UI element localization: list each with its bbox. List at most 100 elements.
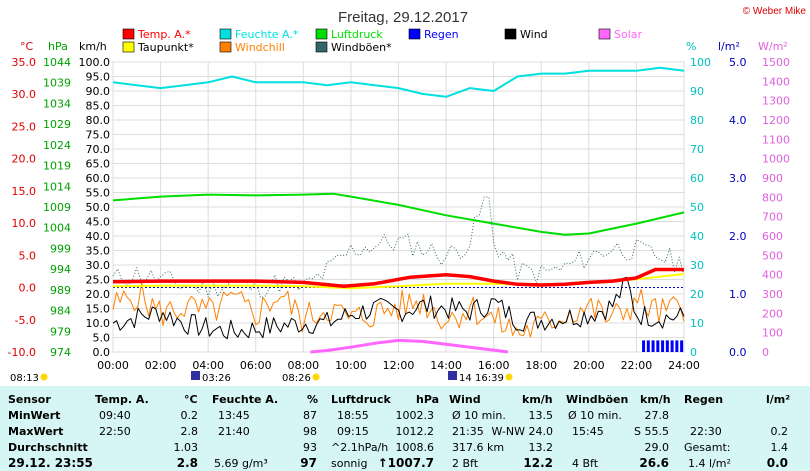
rain-bar-5 <box>665 340 669 352</box>
series-line-wind <box>112 276 685 340</box>
legend-label-5: Solar <box>614 28 643 41</box>
row-current-rain-desc: 1.4 l/m² <box>688 457 731 470</box>
legend-label-7: Windchill <box>235 41 285 54</box>
temp-axis-tick-9: -10.0 <box>8 346 36 359</box>
caption-temp: °C <box>20 40 34 53</box>
weather-chart: Freitag, 29.12.2017 © Weber Mike Temp. A… <box>8 6 807 384</box>
row-min-label: MinWert <box>8 409 61 422</box>
solar-noon-time: 08:26 <box>282 373 311 384</box>
row-max-gust-time: 15:45 <box>572 425 604 438</box>
hum-axis-tick-7: 30 <box>690 259 704 272</box>
press-axis-tick-11: 989 <box>50 284 71 297</box>
row-max-temp-time: 22:50 <box>99 425 131 438</box>
hum-axis-tick-2: 80 <box>690 114 704 127</box>
wind-axis-tick-16: 20.0 <box>86 288 111 301</box>
moon-misc-text: 14 <box>459 373 472 384</box>
temp-axis-tick-3: 20.0 <box>12 153 37 166</box>
row-current-hum: 97 <box>300 456 317 470</box>
x-tick-5: 10:00 <box>335 359 367 372</box>
wind-axis-tick-6: 70.0 <box>86 143 111 156</box>
solar-axis-tick-5: 1000 <box>762 153 790 166</box>
temp-axis-tick-2: 25.0 <box>12 120 37 133</box>
row-min-hum: 87 <box>303 409 317 422</box>
row-min-press: 1002.3 <box>395 409 435 422</box>
x-tick-1: 02:00 <box>145 359 177 372</box>
rain-axis-tick-0: 5.0 <box>729 56 747 69</box>
events-row: 08:13 03:26 08:26 14 16:39 <box>10 371 513 384</box>
series-line-windchill <box>112 281 685 338</box>
hum-axis-tick-9: 10 <box>690 317 704 330</box>
row-current-press-desc: sonnig <box>331 457 368 470</box>
solar-axis-tick-12: 300 <box>762 288 783 301</box>
hdr-wind-unit: km/h <box>522 393 553 406</box>
press-axis-tick-0: 1044 <box>43 56 71 69</box>
series-line-solar <box>310 338 509 354</box>
hum-axis-tick-8: 20 <box>690 288 704 301</box>
hdr-rain-unit: l/m² <box>766 393 791 406</box>
legend-label-0: Temp. A.* <box>137 28 191 41</box>
solar-axis-tick-8: 700 <box>762 211 783 224</box>
hdr-hum: Feuchte A. <box>212 393 279 406</box>
row-max-rain-time: 22:30 <box>690 425 722 438</box>
credit-label: © Weber Mike <box>743 6 807 17</box>
hdr-temp-unit: °C <box>184 393 198 406</box>
wind-axis-tick-5: 75.0 <box>86 129 111 142</box>
rain-bar-2 <box>651 340 655 352</box>
row-avg-temp: 1.03 <box>173 441 199 454</box>
rain-bar-3 <box>656 340 660 352</box>
wind-axis-tick-18: 10.0 <box>86 317 111 330</box>
row-current-gust: 26.6 <box>639 456 669 470</box>
caption-wind: km/h <box>79 40 107 53</box>
rain-axis-tick-1: 4.0 <box>729 114 747 127</box>
row-max-hum: 98 <box>303 425 317 438</box>
grid <box>112 61 685 353</box>
row-avg-press-trend: ^2.1hPa/h <box>331 441 389 454</box>
row-min-gust-desc: Ø 10 min. <box>568 409 622 422</box>
wind-axis-tick-8: 60.0 <box>86 172 111 185</box>
press-axis-tick-4: 1024 <box>43 139 71 152</box>
row-avg-hum: 93 <box>303 441 317 454</box>
rain-bar-8 <box>680 340 684 352</box>
wind-axis-tick-11: 45.0 <box>86 216 111 229</box>
row-avg-rain-label: Gesamt: <box>684 441 731 454</box>
x-tick-3: 06:00 <box>240 359 272 372</box>
press-axis-tick-13: 979 <box>50 325 71 338</box>
solar-axis-tick-4: 1100 <box>762 133 790 146</box>
row-max-rain: 0.2 <box>770 425 789 438</box>
hdr-hum-unit: % <box>307 393 319 406</box>
left-axes: 35.030.025.020.015.010.05.00.0-5.0-10.01… <box>8 56 110 359</box>
x-tick-10: 20:00 <box>573 359 605 372</box>
legend-swatch-0 <box>122 28 135 40</box>
x-tick-2: 04:00 <box>192 359 224 372</box>
row-min-wind-desc: Ø 10 min. <box>452 409 506 422</box>
axis-captions: °C hPa km/h % l/m² W/m² <box>20 40 788 53</box>
series-line-temp-a- <box>112 267 684 289</box>
solar-axis-tick-0: 1500 <box>762 56 790 69</box>
temp-axis-tick-0: 35.0 <box>12 56 37 69</box>
wind-axis-tick-10: 50.0 <box>86 201 111 214</box>
moonset-time: 03:26 <box>202 373 231 384</box>
chart-title: Freitag, 29.12.2017 <box>338 9 468 26</box>
row-current-wind: 12.2 <box>523 456 553 470</box>
legend-swatch-3 <box>408 28 421 40</box>
rain-bar-6 <box>670 340 674 352</box>
legend-label-2: Luftdruck <box>331 28 383 41</box>
row-max-wind-dir: W-NW 24.0 <box>491 425 554 438</box>
wind-axis-tick-14: 30.0 <box>86 259 111 272</box>
row-min-wind: 13.5 <box>528 409 554 422</box>
x-tick-11: 22:00 <box>621 359 653 372</box>
temp-axis-tick-6: 5.0 <box>19 249 37 262</box>
solar-axis-tick-7: 800 <box>762 191 783 204</box>
series-line-luftdruck <box>112 192 685 236</box>
series-line-feuchte-a- <box>112 66 685 98</box>
solar-axis-tick-14: 100 <box>762 327 783 340</box>
caption-hum: % <box>686 40 696 53</box>
temp-axis-tick-4: 15.0 <box>12 185 37 198</box>
hdr-wind: Wind <box>449 393 481 406</box>
solar-axis-tick-1: 1400 <box>762 75 790 88</box>
legend-swatch-2 <box>315 28 328 40</box>
row-min-hum-time: 13:45 <box>218 409 250 422</box>
rain-axis-tick-3: 2.0 <box>729 230 747 243</box>
wind-axis-tick-17: 15.0 <box>86 303 111 316</box>
rain-axis-tick-4: 1.0 <box>729 288 747 301</box>
